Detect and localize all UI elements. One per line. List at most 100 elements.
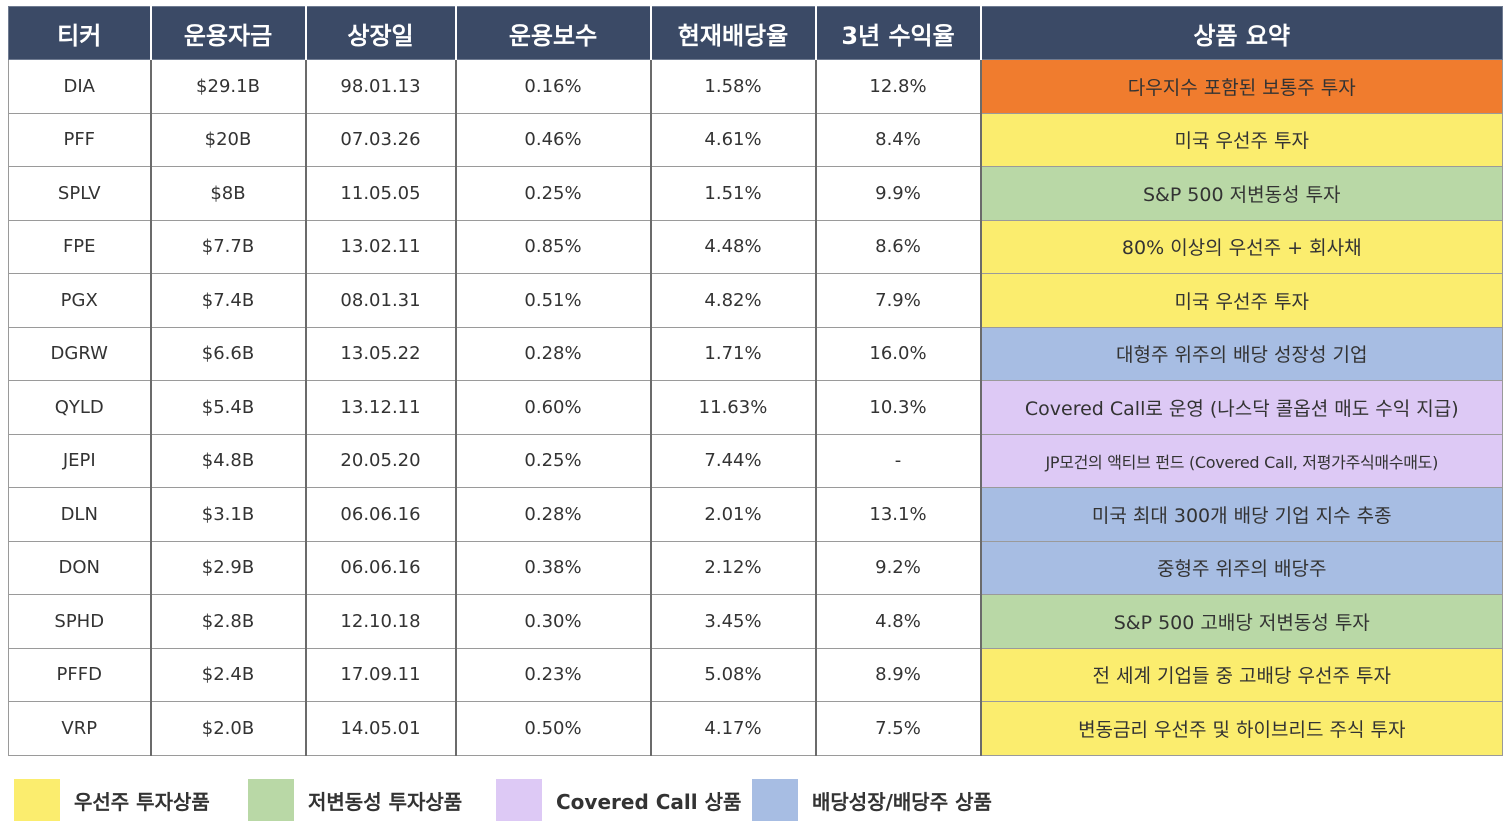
cell-summary: JP모건의 액티브 펀드 (Covered Call, 저평가주식매수매도) [980,433,1503,488]
cell-listed: 08.01.31 [305,273,457,328]
legend-item-covered-call: Covered Call 상품 [496,776,741,824]
cell-ticker: DON [8,540,152,595]
cell-aum: $20B [150,112,307,167]
cell-aum: $6.6B [150,326,307,381]
cell-summary: 전 세계 기업들 중 고배당 우선주 투자 [980,647,1503,702]
cell-yield: 3.45% [650,594,817,649]
table-row: DIA $29.1B 98.01.13 0.16% 1.58% 12.8% 다우… [8,59,1503,114]
cell-summary: 80% 이상의 우선주 + 회사채 [980,219,1503,274]
cell-listed: 07.03.26 [305,112,457,167]
table-row: SPLV $8B 11.05.05 0.25% 1.51% 9.9% S&P 5… [8,166,1503,221]
cell-3y-return: 10.3% [815,380,982,435]
cell-3y-return: 13.1% [815,487,982,542]
legend-swatch [496,779,542,821]
legend-swatch [752,779,798,821]
cell-aum: $8B [150,166,307,221]
cell-fee: 0.16% [455,59,652,114]
table-row: QYLD $5.4B 13.12.11 0.60% 11.63% 10.3% C… [8,380,1503,435]
cell-ticker: PGX [8,273,152,328]
header-listed: 상장일 [305,6,457,60]
cell-3y-return: 8.9% [815,647,982,702]
cell-3y-return: - [815,433,982,488]
table-row: JEPI $4.8B 20.05.20 0.25% 7.44% - JP모건의 … [8,433,1503,488]
cell-3y-return: 9.2% [815,540,982,595]
cell-fee: 0.30% [455,594,652,649]
cell-listed: 06.06.16 [305,487,457,542]
cell-aum: $2.9B [150,540,307,595]
cell-listed: 11.05.05 [305,166,457,221]
cell-3y-return: 12.8% [815,59,982,114]
cell-ticker: DLN [8,487,152,542]
etf-table: 티커 운용자금 상장일 운용보수 현재배당율 3년 수익율 상품 요약 DIA … [8,6,1503,756]
cell-yield: 1.51% [650,166,817,221]
cell-ticker: PFF [8,112,152,167]
legend-label: 우선주 투자상품 [74,789,210,814]
etf-table-container: 티커 운용자금 상장일 운용보수 현재배당율 3년 수익율 상품 요약 DIA … [8,6,1503,756]
cell-3y-return: 7.5% [815,701,982,756]
cell-3y-return: 9.9% [815,166,982,221]
cell-fee: 0.25% [455,166,652,221]
cell-aum: $2.8B [150,594,307,649]
cell-ticker: PFFD [8,647,152,702]
cell-aum: $7.7B [150,219,307,274]
header-ticker: 티커 [8,6,152,60]
cell-fee: 0.51% [455,273,652,328]
cell-yield: 1.58% [650,59,817,114]
cell-summary: S&P 500 고배당 저변동성 투자 [980,594,1503,649]
header-summary: 상품 요약 [980,6,1503,60]
cell-summary: Covered Call로 운영 (나스닥 콜옵션 매도 수익 지급) [980,380,1503,435]
legend-item-preferred: 우선주 투자상품 [14,776,210,824]
table-row: FPE $7.7B 13.02.11 0.85% 4.48% 8.6% 80% … [8,219,1503,274]
cell-3y-return: 4.8% [815,594,982,649]
cell-ticker: QYLD [8,380,152,435]
legend-item-low-volatility: 저변동성 투자상품 [248,776,462,824]
table-row: VRP $2.0B 14.05.01 0.50% 4.17% 7.5% 변동금리… [8,701,1503,756]
cell-listed: 13.05.22 [305,326,457,381]
cell-summary: 변동금리 우선주 및 하이브리드 주식 투자 [980,701,1503,756]
cell-ticker: SPLV [8,166,152,221]
cell-aum: $7.4B [150,273,307,328]
cell-aum: $2.4B [150,647,307,702]
cell-3y-return: 16.0% [815,326,982,381]
cell-ticker: SPHD [8,594,152,649]
table-header-row: 티커 운용자금 상장일 운용보수 현재배당율 3년 수익율 상품 요약 [8,6,1503,60]
cell-summary: S&P 500 저변동성 투자 [980,166,1503,221]
cell-fee: 0.25% [455,433,652,488]
header-yield: 현재배당율 [650,6,817,60]
legend: 우선주 투자상품 저변동성 투자상품 Covered Call 상품 배당성장/… [0,768,1507,836]
cell-summary: 미국 우선주 투자 [980,273,1503,328]
cell-aum: $29.1B [150,59,307,114]
cell-ticker: FPE [8,219,152,274]
legend-item-dividend-growth: 배당성장/배당주 상품 [752,776,992,824]
cell-yield: 4.17% [650,701,817,756]
cell-listed: 13.02.11 [305,219,457,274]
header-3y-return: 3년 수익율 [815,6,982,60]
cell-aum: $4.8B [150,433,307,488]
cell-aum: $3.1B [150,487,307,542]
cell-listed: 13.12.11 [305,380,457,435]
table-row: DLN $3.1B 06.06.16 0.28% 2.01% 13.1% 미국 … [8,487,1503,542]
cell-fee: 0.28% [455,326,652,381]
cell-summary: 대형주 위주의 배당 성장성 기업 [980,326,1503,381]
cell-ticker: DIA [8,59,152,114]
cell-yield: 7.44% [650,433,817,488]
table-row: PFFD $2.4B 17.09.11 0.23% 5.08% 8.9% 전 세… [8,647,1503,702]
cell-fee: 0.23% [455,647,652,702]
cell-listed: 06.06.16 [305,540,457,595]
cell-fee: 0.46% [455,112,652,167]
cell-aum: $5.4B [150,380,307,435]
cell-listed: 20.05.20 [305,433,457,488]
cell-fee: 0.50% [455,701,652,756]
table-row: SPHD $2.8B 12.10.18 0.30% 3.45% 4.8% S&P… [8,594,1503,649]
cell-fee: 0.60% [455,380,652,435]
table-row: PFF $20B 07.03.26 0.46% 4.61% 8.4% 미국 우선… [8,112,1503,167]
cell-yield: 11.63% [650,380,817,435]
cell-yield: 4.48% [650,219,817,274]
cell-ticker: VRP [8,701,152,756]
cell-yield: 4.61% [650,112,817,167]
header-fee: 운용보수 [455,6,652,60]
cell-3y-return: 8.6% [815,219,982,274]
cell-ticker: DGRW [8,326,152,381]
table-row: PGX $7.4B 08.01.31 0.51% 4.82% 7.9% 미국 우… [8,273,1503,328]
legend-label: 저변동성 투자상품 [308,789,463,814]
